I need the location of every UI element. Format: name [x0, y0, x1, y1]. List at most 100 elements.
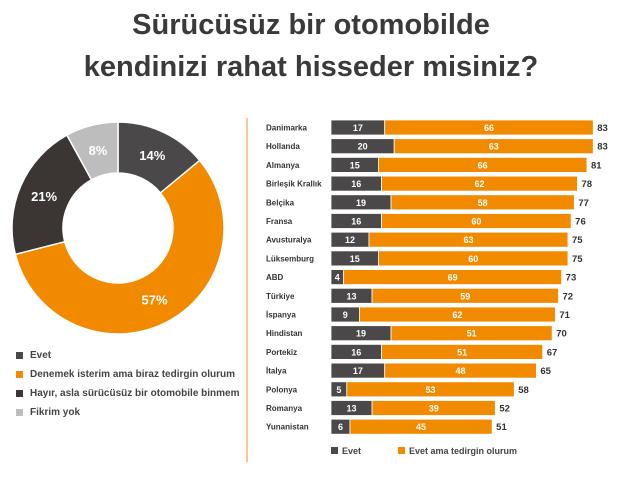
total-label: 81 — [591, 160, 602, 171]
segment-label: 62 — [452, 310, 462, 320]
segment-label: 63 — [489, 142, 499, 152]
bar-segment — [371, 400, 496, 416]
legend-swatch — [16, 352, 23, 359]
country-label: İspanya — [266, 311, 296, 320]
total-label: 73 — [566, 273, 577, 284]
segment-label: 45 — [416, 422, 426, 432]
segment-label: 69 — [448, 273, 458, 283]
country-label: Danimarka — [266, 124, 307, 133]
total-label: 67 — [547, 347, 558, 358]
segment-label: 9 — [343, 310, 348, 320]
country-label: Portekiz — [266, 348, 297, 357]
bar-segment — [381, 343, 544, 360]
bar-segment — [359, 306, 556, 323]
segment-label: 19 — [356, 198, 366, 208]
country-label: Hollanda — [266, 142, 300, 151]
donut-legend: Evet Denemek isterim ama biraz tedirgin o… — [16, 346, 240, 422]
segment-label: 51 — [467, 329, 477, 339]
segment-label: 6 — [338, 422, 343, 432]
segment-label: 4 — [335, 273, 340, 283]
legend-swatch — [16, 390, 23, 397]
segment-label: 48 — [456, 366, 466, 376]
country-label: Belçika — [266, 198, 295, 207]
bar-segment — [371, 287, 559, 304]
donut-slice — [65, 121, 119, 181]
segment-label: 62 — [475, 179, 485, 189]
segment-label: 60 — [468, 254, 478, 264]
country-label: Romanya — [266, 404, 303, 413]
slice-label: 14% — [139, 148, 165, 163]
segment-label: 16 — [351, 217, 361, 227]
bar-segment — [390, 325, 553, 342]
segment-label: 63 — [463, 235, 473, 245]
bar-segment — [377, 250, 569, 267]
segment-label: 15 — [350, 160, 360, 170]
total-label: 78 — [581, 179, 592, 190]
country-label: Avusturalya — [266, 236, 312, 245]
segment-label: 20 — [358, 142, 368, 152]
bar-segment — [390, 194, 575, 211]
country-label: Yunanistan — [266, 423, 309, 432]
total-label: 52 — [499, 404, 510, 415]
legend-label: Denemek isterim ama biraz tedirgin oluru… — [30, 369, 236, 380]
country-label: Türkiye — [266, 292, 295, 301]
segment-label: 51 — [457, 347, 467, 357]
segment-label: 39 — [429, 404, 439, 414]
country-label: Hindistan — [266, 329, 303, 338]
country-label: Almanya — [266, 161, 300, 170]
legend-label: Fikrim yok — [30, 407, 81, 418]
total-label: 75 — [572, 254, 583, 265]
bar-segment — [346, 381, 515, 398]
segment-label: 58 — [478, 198, 488, 208]
country-label: ABD — [266, 273, 284, 282]
donut-slice — [14, 159, 225, 335]
bar-segment — [381, 213, 572, 229]
segment-label: 66 — [478, 160, 488, 170]
chart-title: Sürücüsüz bir otomobilde kendinizi rahat… — [0, 4, 622, 88]
bar-segment — [377, 156, 588, 173]
legend-swatch — [331, 447, 338, 454]
country-label: Fransa — [266, 217, 293, 226]
legend-label: Evet ama tedirgin olurum — [409, 446, 517, 456]
slice-label: 57% — [142, 293, 168, 308]
legend-swatch — [16, 409, 23, 416]
segment-label: 17 — [353, 123, 363, 133]
bar-segment — [384, 119, 594, 136]
segment-label: 13 — [347, 404, 357, 414]
bar-segment — [349, 418, 493, 435]
total-label: 71 — [559, 310, 570, 321]
legend-item: Hayır, asla sürücüsüz bir otomobile binm… — [16, 384, 240, 403]
bar-segment — [384, 362, 537, 379]
slice-label: 8% — [89, 143, 108, 158]
bar-segment — [381, 175, 578, 192]
total-label: 83 — [597, 142, 608, 153]
legend-item: Denemek isterim ama biraz tedirgin oluru… — [16, 365, 240, 384]
country-label: İtalya — [266, 367, 287, 376]
segment-label: 5 — [336, 385, 341, 395]
legend-item: Evet — [16, 346, 240, 365]
bar-segment — [393, 138, 594, 155]
segment-label: 60 — [471, 217, 481, 227]
segment-label: 16 — [351, 347, 361, 357]
total-label: 51 — [496, 422, 507, 433]
country-label: Lüksemburg — [266, 254, 314, 263]
legend-swatch — [16, 371, 23, 378]
country-label: Birleşik Krallık — [266, 180, 322, 189]
country-label: Polonya — [266, 385, 298, 394]
total-label: 70 — [556, 329, 567, 340]
donut-slice — [11, 134, 93, 256]
total-label: 75 — [572, 235, 583, 246]
legend-label: Hayır, asla sürücüsüz bir otomobile binm… — [30, 388, 240, 399]
segment-label: 59 — [460, 291, 470, 301]
total-label: 83 — [597, 123, 608, 134]
segment-label: 15 — [350, 254, 360, 264]
segment-label: 53 — [426, 385, 436, 395]
segment-label: 66 — [484, 123, 494, 133]
total-label: 58 — [518, 385, 529, 396]
slice-label: 21% — [31, 189, 57, 204]
segment-label: 12 — [345, 235, 355, 245]
bar-segment — [343, 269, 563, 286]
total-label: 77 — [578, 198, 589, 209]
